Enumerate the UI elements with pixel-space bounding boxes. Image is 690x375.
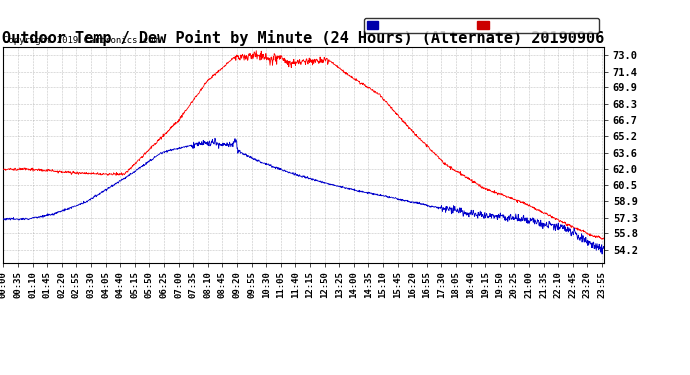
Title: Outdoor Temp / Dew Point by Minute (24 Hours) (Alternate) 20190906: Outdoor Temp / Dew Point by Minute (24 H…: [3, 30, 604, 46]
Text: Copyright 2019 Cartronics.com: Copyright 2019 Cartronics.com: [3, 36, 159, 45]
Legend: Dew Point  (°F), Temperature  (°F): Dew Point (°F), Temperature (°F): [364, 18, 599, 33]
